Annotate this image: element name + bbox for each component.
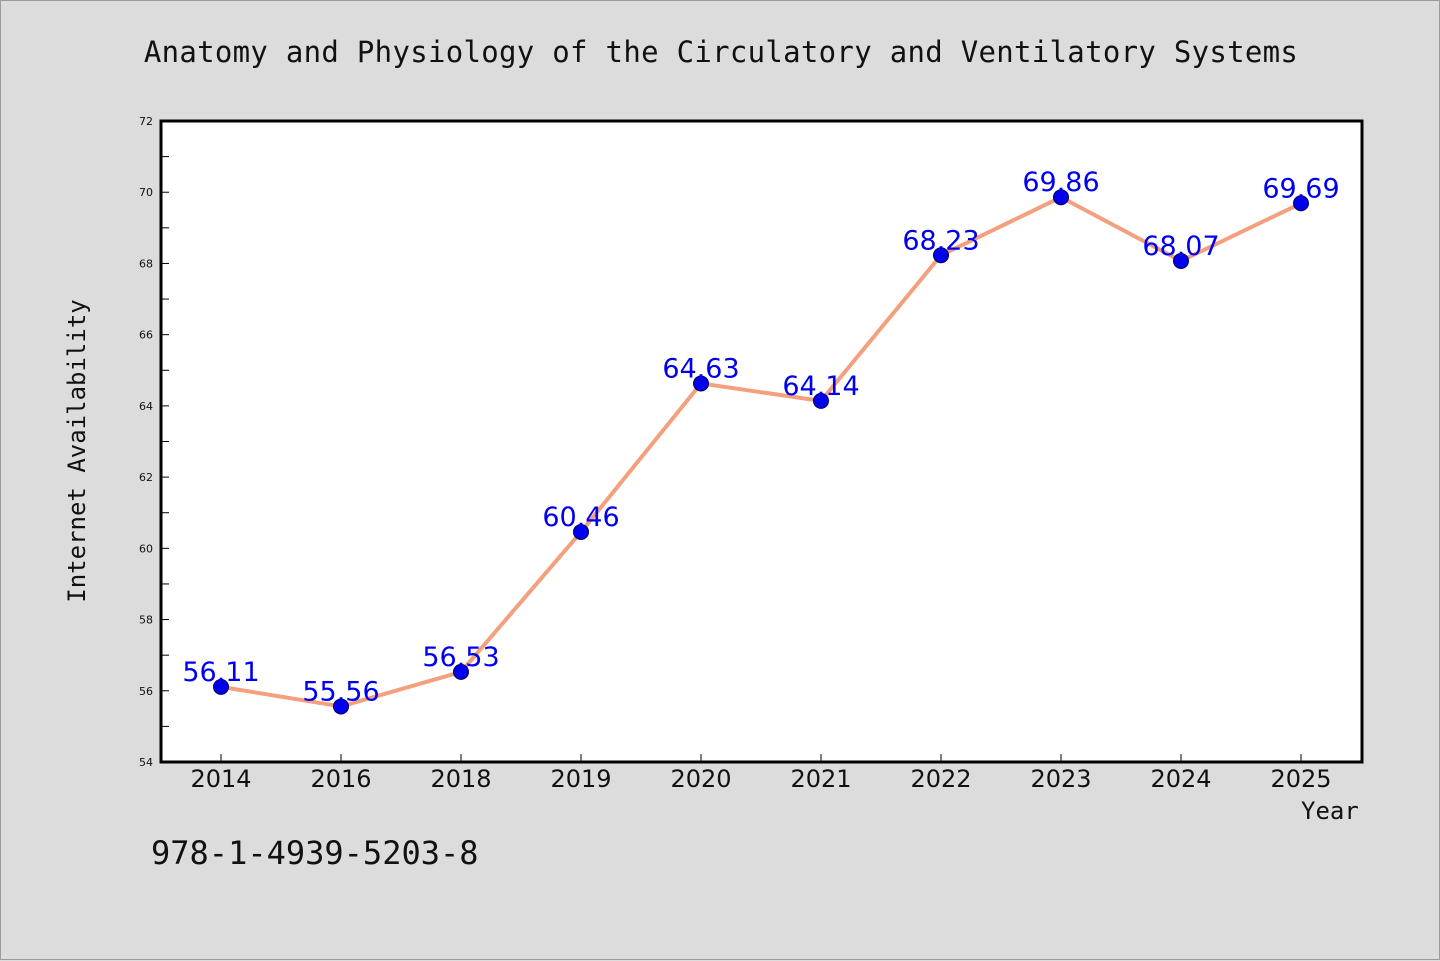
y-tick-label: 54 bbox=[139, 756, 153, 769]
x-tick-label: 2023 bbox=[1030, 765, 1091, 793]
y-tick-label: 68 bbox=[139, 257, 153, 270]
y-tick-label: 72 bbox=[139, 115, 153, 128]
data-label: 69.86 bbox=[1022, 167, 1099, 198]
data-label: 56.53 bbox=[422, 642, 499, 673]
data-label: 68.07 bbox=[1142, 231, 1219, 262]
data-point bbox=[1293, 195, 1309, 212]
y-tick-label: 60 bbox=[139, 542, 153, 555]
data-point bbox=[693, 375, 709, 392]
x-tick-label: 2018 bbox=[430, 765, 491, 793]
y-tick-label: 70 bbox=[139, 186, 153, 199]
data-label: 68.23 bbox=[902, 225, 979, 256]
x-tick-label: 2016 bbox=[310, 765, 371, 793]
data-point bbox=[1173, 252, 1189, 269]
y-tick-label: 58 bbox=[139, 614, 153, 627]
x-tick-label: 2014 bbox=[190, 765, 251, 793]
x-axis-label: Year bbox=[1301, 797, 1359, 825]
y-axis-label: Internet Availability bbox=[63, 299, 91, 603]
data-point bbox=[213, 678, 229, 695]
y-tick-label: 62 bbox=[139, 471, 153, 484]
chart-title: Anatomy and Physiology of the Circulator… bbox=[143, 35, 1299, 69]
data-point bbox=[333, 698, 349, 715]
data-point bbox=[933, 247, 949, 264]
isbn-text: 978-1-4939-5203-8 bbox=[151, 834, 479, 872]
x-tick-label: 2022 bbox=[910, 765, 971, 793]
x-tick-label: 2025 bbox=[1270, 765, 1331, 793]
plot-area bbox=[159, 119, 1364, 764]
x-axis: 2014 2016 2018 2019 2020 2021 2022 2023 2024 2025 bbox=[190, 754, 1332, 793]
data-label: 64.63 bbox=[662, 353, 739, 384]
data-point bbox=[573, 523, 589, 540]
data-label: 64.14 bbox=[782, 371, 859, 402]
y-tick-label: 56 bbox=[139, 685, 153, 698]
x-tick-label: 2024 bbox=[1150, 765, 1211, 793]
data-label: 69.69 bbox=[1262, 173, 1339, 204]
data-point bbox=[453, 663, 469, 680]
y-axis: 54 56 58 60 62 64 66 68 70 72 bbox=[139, 115, 169, 769]
series-line-group bbox=[213, 189, 1309, 715]
series-line bbox=[219, 195, 1303, 709]
x-tick-label: 2020 bbox=[670, 765, 731, 793]
y-tick-label: 66 bbox=[139, 329, 153, 342]
data-point bbox=[1053, 189, 1069, 206]
data-label: 60.46 bbox=[542, 502, 619, 533]
x-tick-label: 2019 bbox=[550, 765, 611, 793]
data-label: 56.11 bbox=[182, 657, 259, 688]
data-label: 55.56 bbox=[302, 676, 379, 707]
x-tick-label: 2021 bbox=[790, 765, 851, 793]
y-tick-label: 64 bbox=[139, 400, 153, 413]
data-labels: 56.11 55.56 56.53 60.46 64.63 64.14 68.23 69.86… bbox=[182, 167, 1339, 707]
data-point bbox=[813, 392, 829, 409]
